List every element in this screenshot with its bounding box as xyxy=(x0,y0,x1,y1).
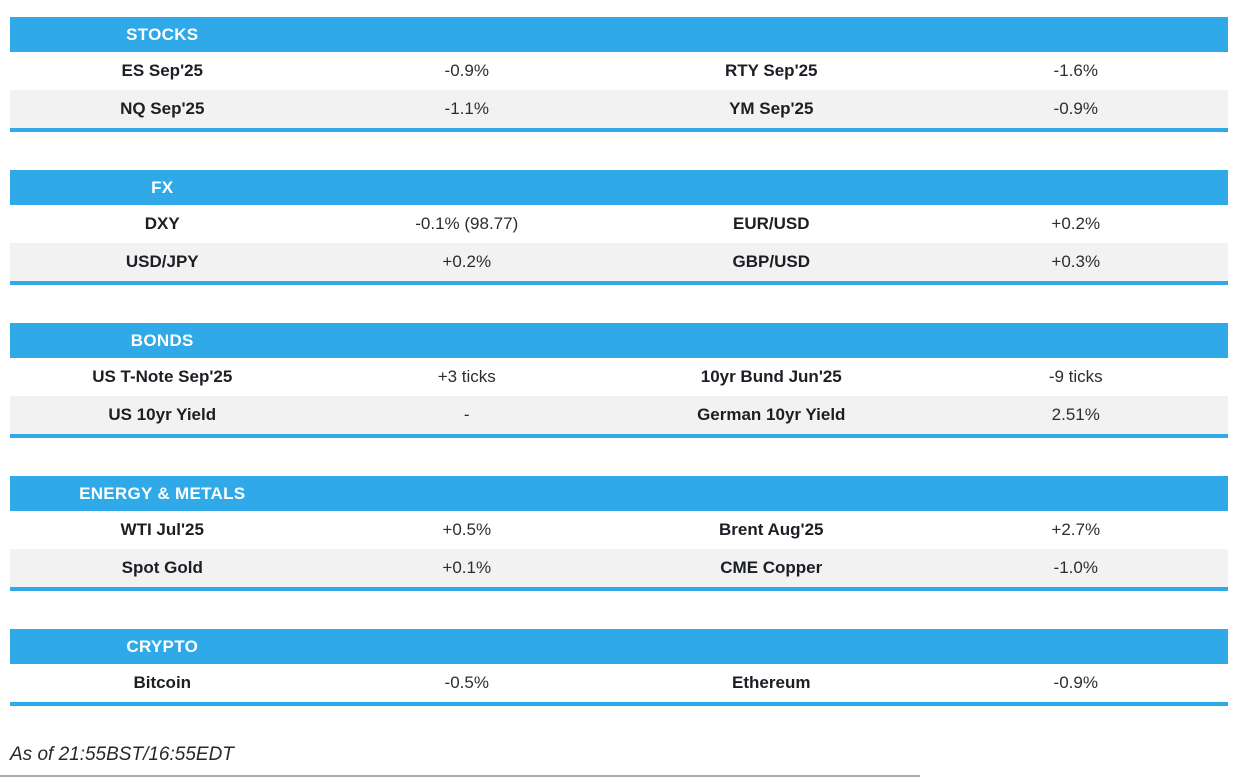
section-energy-metals: ENERGY & METALS WTI Jul'25 +0.5% Brent A… xyxy=(10,476,1228,591)
change-value: -0.9% xyxy=(444,61,489,80)
instrument-label: US T-Note Sep'25 xyxy=(92,367,233,386)
table-row: USD/JPY +0.2% GBP/USD +0.3% xyxy=(10,243,1228,281)
instrument-label: ES Sep'25 xyxy=(121,61,204,80)
instrument-label: YM Sep'25 xyxy=(729,99,814,118)
change-value: +2.7% xyxy=(1051,520,1101,539)
section-title: ENERGY & METALS xyxy=(79,483,246,503)
instrument-label: GBP/USD xyxy=(732,252,810,271)
change-value: -9 ticks xyxy=(1048,367,1103,386)
section-title: BONDS xyxy=(130,330,194,350)
section-stocks: STOCKS ES Sep'25 -0.9% RTY Sep'25 -1.6% … xyxy=(10,17,1228,132)
change-value: +0.1% xyxy=(442,558,492,577)
section-header-bonds: BONDS xyxy=(10,323,1228,358)
section-fx: FX DXY -0.1% (98.77) EUR/USD +0.2% USD/J… xyxy=(10,170,1228,285)
instrument-label: NQ Sep'25 xyxy=(120,99,205,118)
section-title: CRYPTO xyxy=(126,636,199,656)
change-value: - xyxy=(463,405,470,424)
instrument-label: Bitcoin xyxy=(133,673,192,692)
change-value: -0.1% (98.77) xyxy=(415,214,519,233)
change-value: -1.0% xyxy=(1053,558,1098,577)
change-value: -0.9% xyxy=(1053,99,1098,118)
instrument-label: CME Copper xyxy=(720,558,823,577)
timestamp-note: As of 21:55BST/16:55EDT xyxy=(10,744,234,765)
market-summary-table: STOCKS ES Sep'25 -0.9% RTY Sep'25 -1.6% … xyxy=(10,17,1228,706)
table-row: US 10yr Yield - German 10yr Yield 2.51% xyxy=(10,396,1228,434)
change-value: +0.5% xyxy=(442,520,492,539)
table-row: NQ Sep'25 -1.1% YM Sep'25 -0.9% xyxy=(10,90,1228,128)
table-row: Bitcoin -0.5% Ethereum -0.9% xyxy=(10,664,1228,702)
table-row: WTI Jul'25 +0.5% Brent Aug'25 +2.7% xyxy=(10,511,1228,549)
instrument-label: EUR/USD xyxy=(732,214,810,233)
section-header-stocks: STOCKS xyxy=(10,17,1228,52)
section-crypto: CRYPTO Bitcoin -0.5% Ethereum -0.9% xyxy=(10,629,1228,706)
section-title: STOCKS xyxy=(126,24,199,44)
section-bonds: BONDS US T-Note Sep'25 +3 ticks 10yr Bun… xyxy=(10,323,1228,438)
section-header-energy-metals: ENERGY & METALS xyxy=(10,476,1228,511)
table-row: DXY -0.1% (98.77) EUR/USD +0.2% xyxy=(10,205,1228,243)
instrument-label: WTI Jul'25 xyxy=(120,520,204,539)
change-value: -0.9% xyxy=(1053,673,1098,692)
table-row: US T-Note Sep'25 +3 ticks 10yr Bund Jun'… xyxy=(10,358,1228,396)
instrument-label: US 10yr Yield xyxy=(108,405,217,424)
table-row: ES Sep'25 -0.9% RTY Sep'25 -1.6% xyxy=(10,52,1228,90)
instrument-label: USD/JPY xyxy=(125,252,199,271)
change-value: -1.1% xyxy=(444,99,489,118)
section-header-fx: FX xyxy=(10,170,1228,205)
change-value: +0.2% xyxy=(1051,214,1101,233)
table-row: Spot Gold +0.1% CME Copper -1.0% xyxy=(10,549,1228,587)
change-value: -1.6% xyxy=(1053,61,1098,80)
section-title: FX xyxy=(151,177,174,197)
change-value: +3 ticks xyxy=(437,367,496,386)
instrument-label: Brent Aug'25 xyxy=(719,520,824,539)
instrument-label: Ethereum xyxy=(732,673,811,692)
instrument-label: DXY xyxy=(144,214,180,233)
section-header-crypto: CRYPTO xyxy=(10,629,1228,664)
change-value: +0.3% xyxy=(1051,252,1101,271)
instrument-label: 10yr Bund Jun'25 xyxy=(700,367,842,386)
change-value: 2.51% xyxy=(1051,405,1100,424)
change-value: +0.2% xyxy=(442,252,492,271)
instrument-label: RTY Sep'25 xyxy=(724,61,818,80)
instrument-label: German 10yr Yield xyxy=(697,405,846,424)
instrument-label: Spot Gold xyxy=(121,558,203,577)
change-value: -0.5% xyxy=(444,673,489,692)
